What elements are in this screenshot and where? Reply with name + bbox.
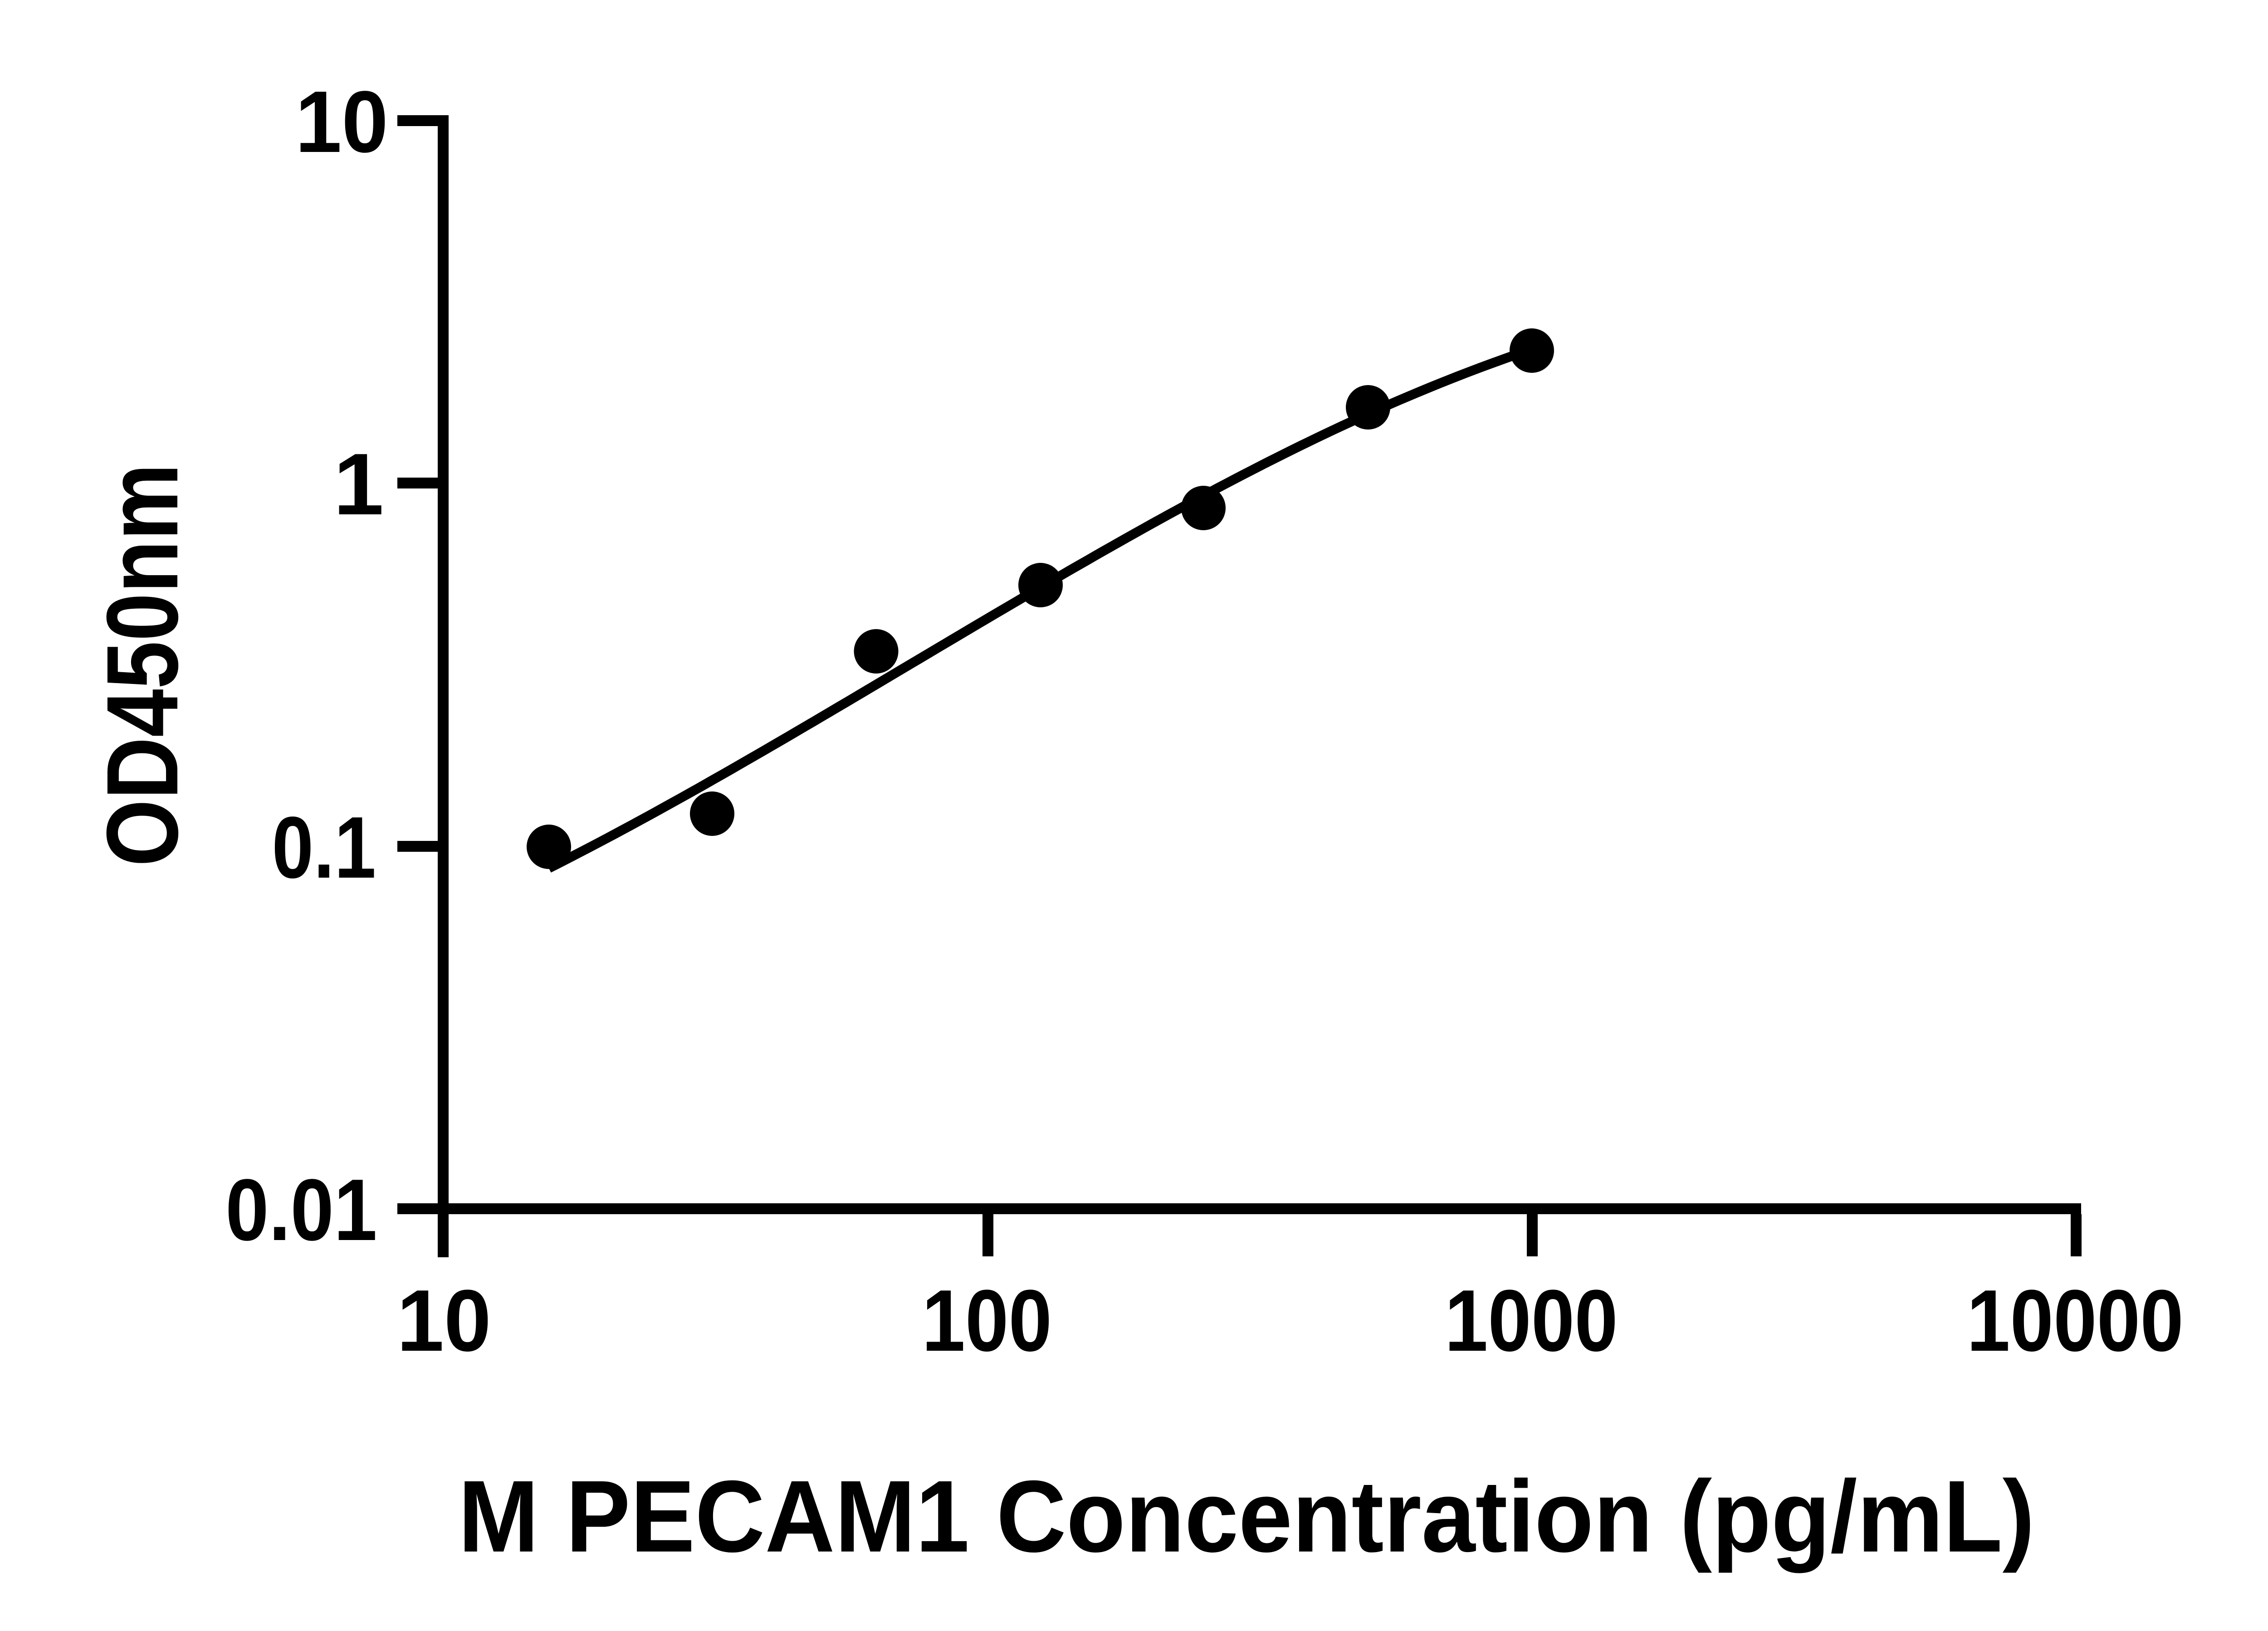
svg-text:M PECAM1 Concentration (pg/mL): M PECAM1 Concentration (pg/mL): [458, 1460, 2035, 1573]
svg-text:1000: 1000: [1445, 1272, 1618, 1370]
svg-text:10: 10: [295, 73, 388, 171]
svg-text:OD450nm: OD450nm: [86, 464, 199, 867]
svg-text:1: 1: [333, 435, 384, 533]
svg-text:0.1: 0.1: [272, 799, 376, 897]
svg-text:10000: 10000: [1967, 1272, 2184, 1369]
svg-text:0.01: 0.01: [225, 1161, 377, 1259]
svg-text:100: 100: [922, 1272, 1052, 1369]
svg-text:10: 10: [397, 1272, 491, 1369]
